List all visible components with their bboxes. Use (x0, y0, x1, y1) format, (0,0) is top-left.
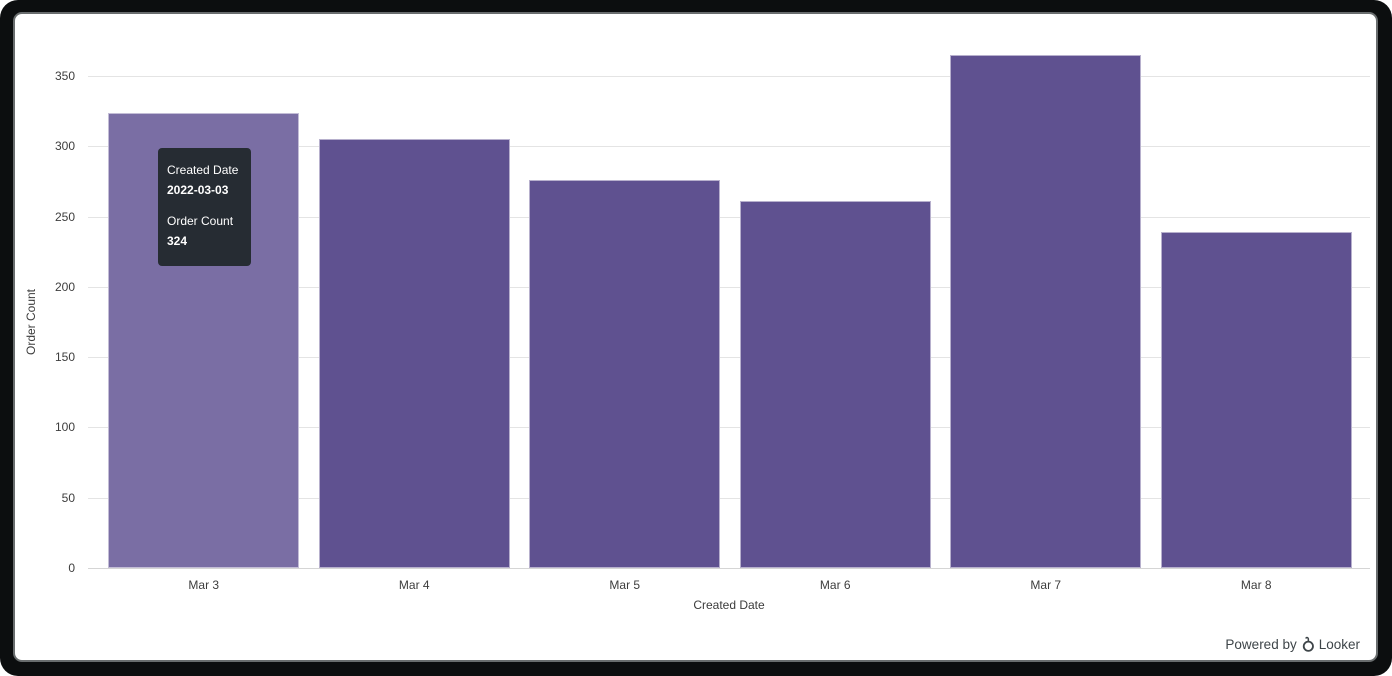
x-tick-label-mar-4: Mar 4 (398, 578, 430, 592)
y-tick-label-100: 100 (54, 420, 75, 435)
gridline-300 (88, 146, 1370, 148)
tooltip-dimension-value: 2022-03-03 (167, 183, 229, 197)
y-axis-title: Order Count (24, 288, 38, 356)
y-tick-label-250: 250 (54, 209, 75, 224)
x-tick-label-mar-3: Mar 3 (188, 578, 220, 592)
gridline-50 (88, 497, 1370, 499)
x-axis-title: Created Date (693, 598, 765, 612)
y-tick-label-50: 50 (61, 490, 75, 505)
bar-mar-8[interactable] (1160, 232, 1352, 568)
bar-mar-7[interactable] (950, 55, 1142, 568)
x-tick-label-mar-7: Mar 7 (1030, 578, 1062, 592)
y-tick-label-350: 350 (54, 69, 75, 84)
tooltip: Created Date 2022-03-03 Order Count 324 (158, 148, 251, 266)
gridline-150 (88, 357, 1370, 359)
bar-mar-4[interactable] (318, 139, 510, 568)
x-tick-label-mar-5: Mar 5 (609, 578, 641, 592)
bar-mar-6[interactable] (739, 201, 931, 568)
x-tick-label-mar-6: Mar 6 (819, 578, 851, 592)
powered-by-looker[interactable]: Powered by Looker (1225, 636, 1360, 653)
y-tick-label-200: 200 (54, 279, 75, 294)
gridline-100 (88, 427, 1370, 429)
tooltip-measure-label: Order Count (167, 214, 234, 228)
tooltip-dimension-label: Created Date (167, 163, 239, 177)
gridline-0 (88, 568, 1370, 569)
gridline-250 (88, 216, 1370, 218)
y-tick-label-150: 150 (54, 350, 75, 365)
x-tick-label-mar-8: Mar 8 (1240, 578, 1272, 592)
powered-by-text: Powered by (1225, 637, 1297, 652)
bar-chart: 0 50 100 150 200 250 300 350 Mar 3 Mar 4 Mar 5 Mar… (15, 14, 1376, 660)
y-tick-label-0: 0 (68, 561, 75, 575)
bar-mar-5[interactable] (529, 180, 721, 568)
y-tick-label-300: 300 (54, 139, 75, 154)
looker-wordmark: Looker (1318, 637, 1360, 652)
tooltip-measure-value: 324 (167, 234, 188, 248)
gridline-350 (88, 76, 1370, 78)
tooltip-spacer (167, 200, 243, 211)
chart-card: 0 50 100 150 200 250 300 350 Mar 3 Mar 4 Mar 5 Mar… (13, 12, 1378, 662)
looker-logo-icon (1302, 636, 1314, 652)
gridline-200 (88, 286, 1370, 288)
